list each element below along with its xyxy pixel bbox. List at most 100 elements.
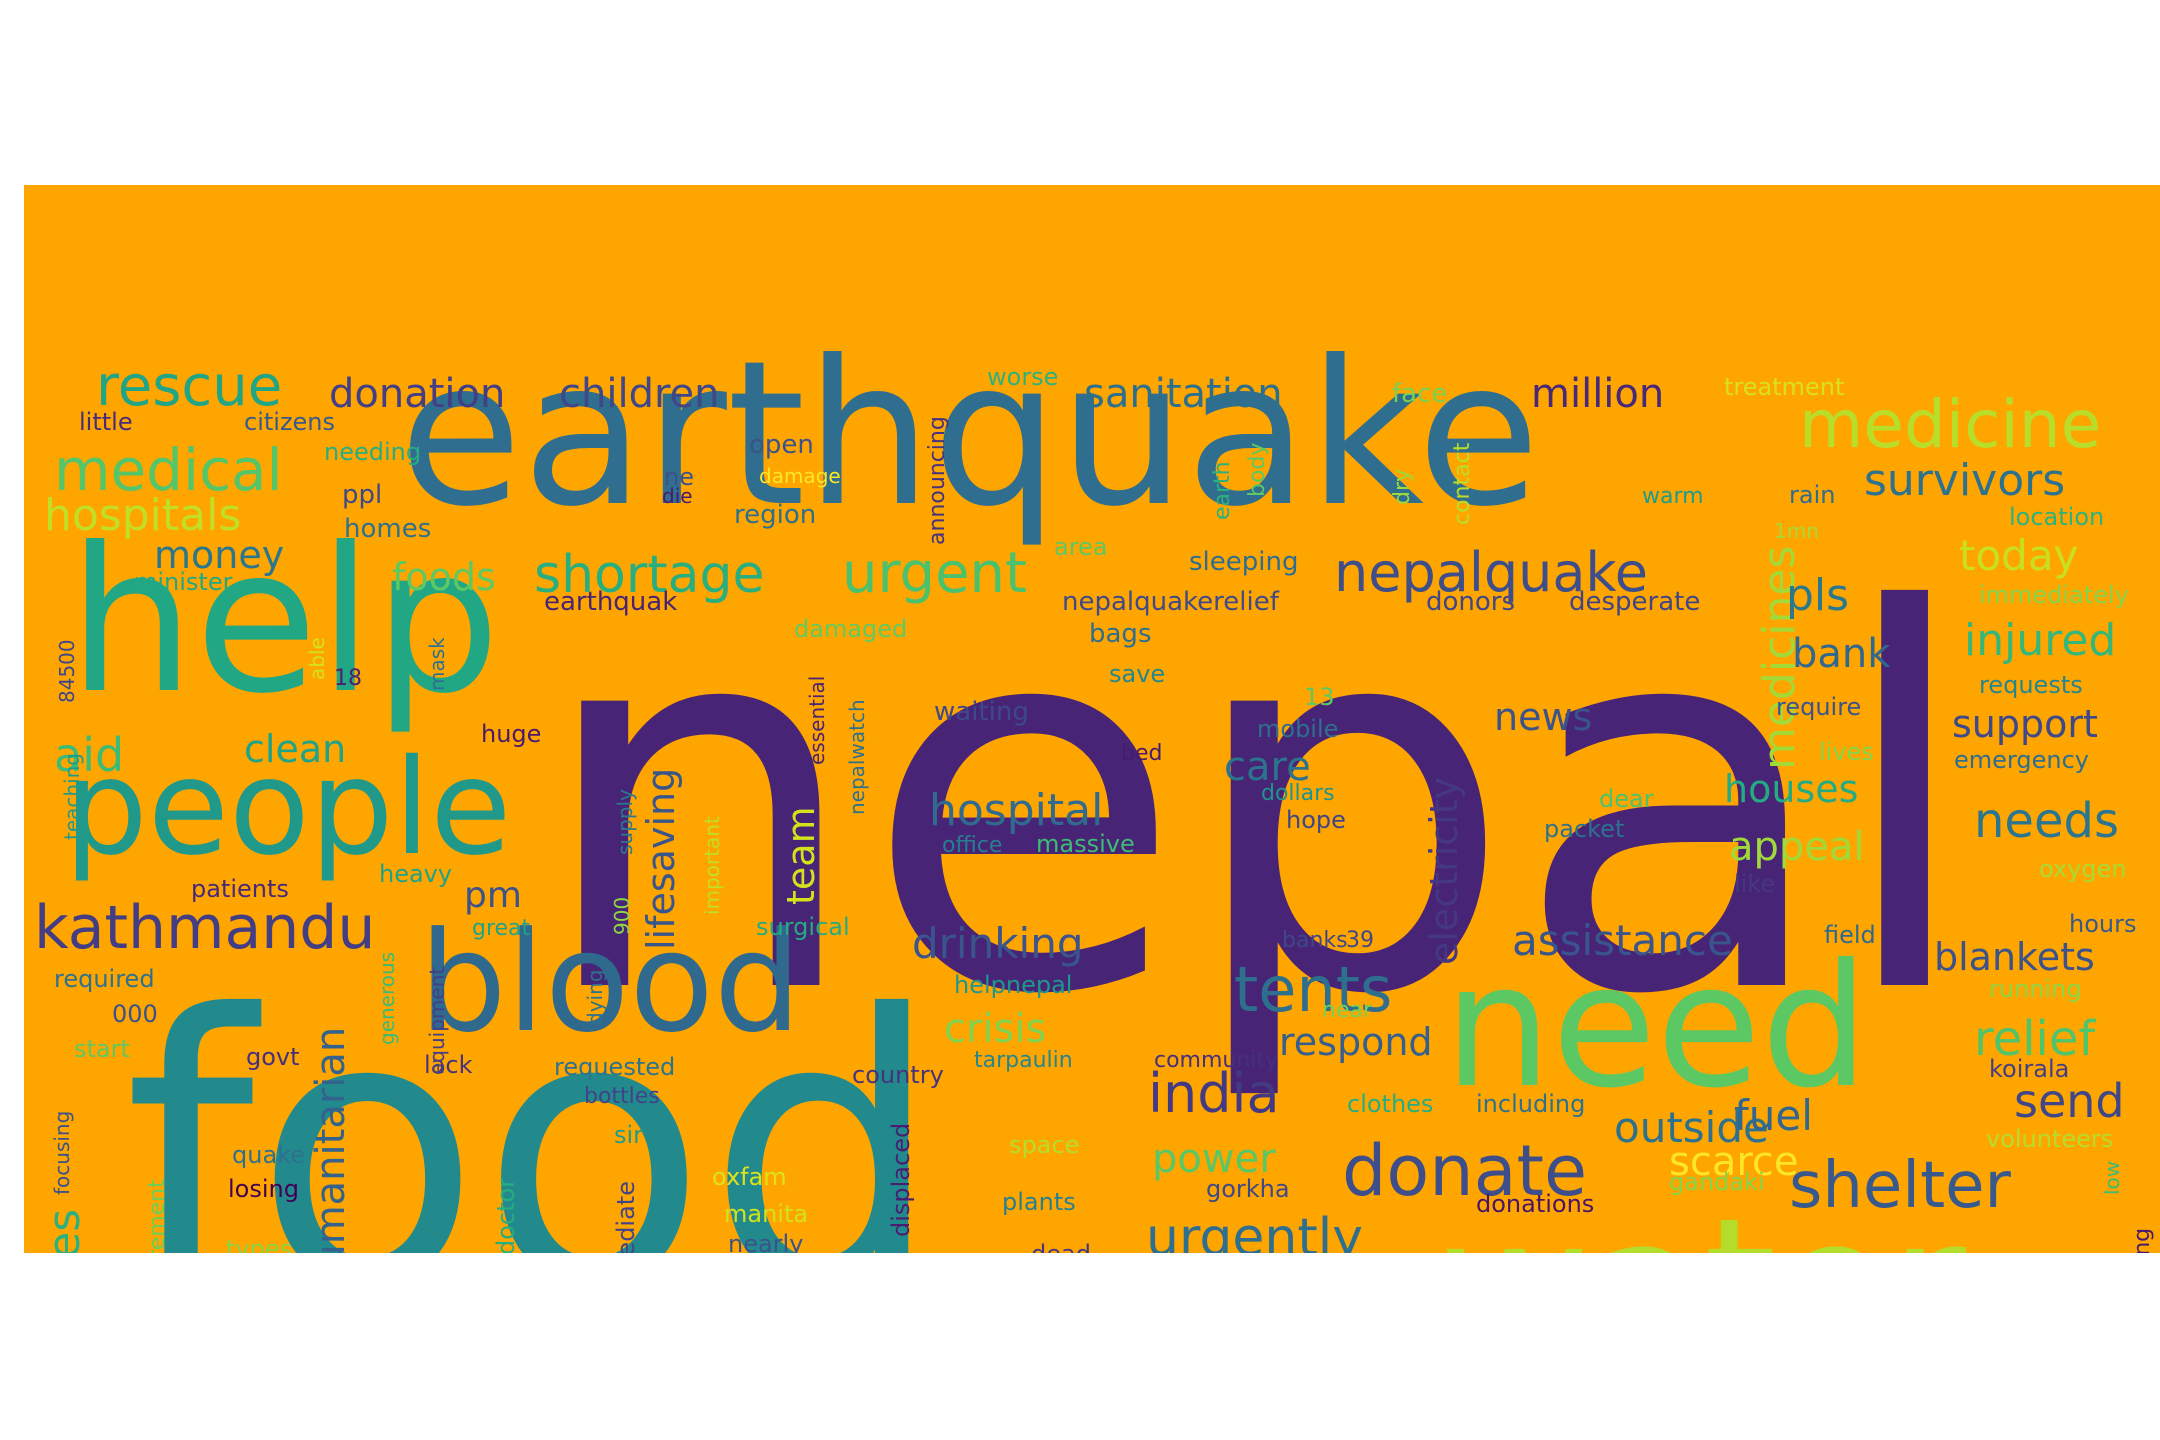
word-koirala: koirala [1989, 1055, 2069, 1083]
word-earthquake: earthquake [399, 318, 1540, 551]
word-doctor: doctor [492, 1178, 520, 1253]
word-39: 39 [1346, 928, 1374, 953]
word-nepal: nepal [534, 502, 1977, 1108]
word-near: near [1322, 998, 1373, 1023]
word-govt: govt [246, 1043, 300, 1071]
word-bed: bed [1121, 741, 1162, 766]
word-houses: houses [1724, 767, 1858, 811]
word-clean: clean [244, 727, 346, 771]
word-children: children [559, 371, 720, 417]
word-sleeping: sleeping [1189, 547, 1298, 577]
word-save: save [1109, 660, 1165, 688]
word-needing: needing [324, 438, 421, 466]
word-1mn: 1mn [1774, 519, 1819, 543]
word-power: power [1152, 1136, 1276, 1182]
word-pm: pm [464, 875, 522, 916]
word-banks: banks [1282, 928, 1348, 953]
word-assistance: assistance [1512, 916, 1733, 965]
word-survivors: survivors [1864, 455, 2065, 506]
word-sir: sir [614, 1121, 643, 1149]
word-relief: relief [1974, 1011, 2096, 1067]
word-lack: lack [424, 1051, 473, 1079]
word-able: able [305, 637, 329, 680]
word-worse: worse [987, 363, 1058, 391]
word-emergency: emergency [1954, 746, 2089, 774]
word-ppl: ppl [342, 480, 382, 510]
word-area: area [1054, 533, 1108, 561]
word-focusing: focusing [50, 1111, 74, 1195]
word-open: open [749, 430, 814, 460]
word-nepalwatch: nepalwatch [845, 699, 869, 815]
word-mobile: mobile [1257, 715, 1338, 743]
word-nearly: nearly [728, 1230, 803, 1253]
word-ne: ne [664, 463, 694, 491]
word-low: low [2100, 1161, 2124, 1195]
word-care: care [1224, 744, 1311, 790]
word-appeal: appeal [1729, 824, 1865, 870]
word-displaced: displaced [887, 1123, 915, 1237]
word-hope: hope [1286, 806, 1346, 834]
word-tarpaulin: tarpaulin [974, 1048, 1073, 1073]
word-packet: packet [1544, 815, 1624, 843]
word-rescue: rescue [96, 354, 282, 419]
word-supplies: supplies [39, 1209, 90, 1253]
word-needs: needs [1974, 793, 2119, 849]
word-donations: donations [1476, 1190, 1594, 1218]
word-humanitarian: humanitarian [308, 1027, 354, 1253]
word-including: including [1476, 1090, 1585, 1118]
word-team: team [779, 806, 823, 905]
word-donate: donate [1342, 1130, 1587, 1212]
word-bottles: bottles [584, 1084, 660, 1109]
word-outside: outside [1614, 1103, 1769, 1152]
word-medicines: medicines [1754, 546, 1805, 770]
word-announcing: announcing [925, 416, 950, 545]
word-field: field [1824, 921, 1876, 949]
word-little: little [79, 408, 133, 436]
word-essential: essential [805, 676, 829, 765]
word-18: 18 [334, 666, 362, 691]
word-nepalquakerelief: nepalquakerelief [1062, 587, 1280, 617]
word-900: 900 [610, 897, 634, 935]
word-india: india [1148, 1062, 1280, 1125]
word-dollars: dollars [1261, 781, 1335, 806]
word-plants: plants [1002, 1188, 1076, 1216]
word-volunteers: volunteers [1986, 1125, 2113, 1153]
word-kathmandu: kathmandu [34, 893, 375, 963]
word-helpnepal: helpnepal [954, 971, 1072, 999]
word-require: require [1776, 693, 1861, 721]
word-required: required [54, 965, 155, 993]
word-warm: warm [1642, 484, 1704, 509]
word-quake: quake [232, 1141, 305, 1169]
word-face: face [1392, 379, 1447, 409]
word-crisis: crisis [944, 1006, 1046, 1052]
word-electricity: electricity [1422, 777, 1466, 965]
word-waiting: waiting [934, 697, 1029, 727]
word-searching: searching [2130, 1228, 2155, 1253]
word-clothes: clothes [1347, 1090, 1433, 1118]
word-support: support [1952, 702, 2098, 746]
word-supply: supply [613, 789, 637, 855]
word-surgical: surgical [756, 913, 850, 941]
word-13: 13 [1304, 683, 1335, 711]
word-people: people [64, 731, 511, 885]
word-types: types [226, 1235, 292, 1253]
word-massive: massive [1036, 830, 1135, 858]
word-donation: donation [329, 371, 505, 417]
word-requested: requested [554, 1053, 675, 1081]
word-medicine: medicine [1799, 386, 2101, 463]
word-000: 000 [112, 1000, 158, 1028]
word-space: space [1009, 1131, 1079, 1159]
word-huge: huge [481, 720, 541, 748]
word-immediately: immediately [1979, 581, 2129, 609]
word-great: great [472, 916, 531, 941]
word-oxfam: oxfam [712, 1163, 787, 1191]
word-aid: aid [54, 728, 124, 782]
word-cloud: nepalfoodearthquakehelpwaterneedbloodpeo… [24, 185, 2160, 1253]
word-water: water [1439, 1178, 1967, 1253]
word-lives: lives [1819, 738, 1874, 766]
word-money: money [154, 533, 284, 577]
word-losing: losing [228, 1175, 299, 1203]
word-citizens: citizens [244, 408, 335, 436]
word-generous: generous [375, 952, 399, 1045]
word-office: office [942, 833, 1002, 858]
